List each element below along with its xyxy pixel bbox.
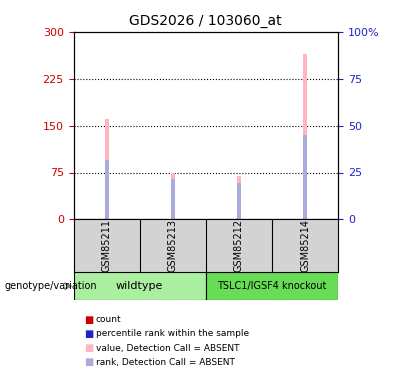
Text: ■: ■ — [84, 329, 93, 339]
Bar — [171, 172, 175, 219]
Text: GSM85214: GSM85214 — [300, 219, 310, 272]
Text: ■: ■ — [84, 357, 93, 367]
Text: rank, Detection Call = ABSENT: rank, Detection Call = ABSENT — [96, 358, 235, 367]
Bar — [237, 176, 241, 219]
Title: GDS2026 / 103060_at: GDS2026 / 103060_at — [129, 14, 282, 28]
Bar — [303, 135, 307, 219]
Text: GSM85211: GSM85211 — [102, 219, 112, 272]
Text: GSM85212: GSM85212 — [234, 219, 244, 272]
Text: ■: ■ — [84, 315, 93, 324]
Text: ■: ■ — [84, 343, 93, 353]
Bar — [206, 272, 338, 300]
Text: TSLC1/IGSF4 knockout: TSLC1/IGSF4 knockout — [217, 281, 327, 291]
Bar — [74, 272, 206, 300]
Text: value, Detection Call = ABSENT: value, Detection Call = ABSENT — [96, 344, 239, 352]
Bar — [237, 183, 241, 219]
Bar — [171, 179, 175, 219]
Bar — [105, 160, 108, 219]
Text: GSM85213: GSM85213 — [168, 219, 178, 272]
Bar — [105, 119, 108, 219]
Text: count: count — [96, 315, 121, 324]
Text: genotype/variation: genotype/variation — [4, 281, 97, 291]
Text: percentile rank within the sample: percentile rank within the sample — [96, 329, 249, 338]
Text: wildtype: wildtype — [116, 281, 163, 291]
Bar — [303, 54, 307, 219]
